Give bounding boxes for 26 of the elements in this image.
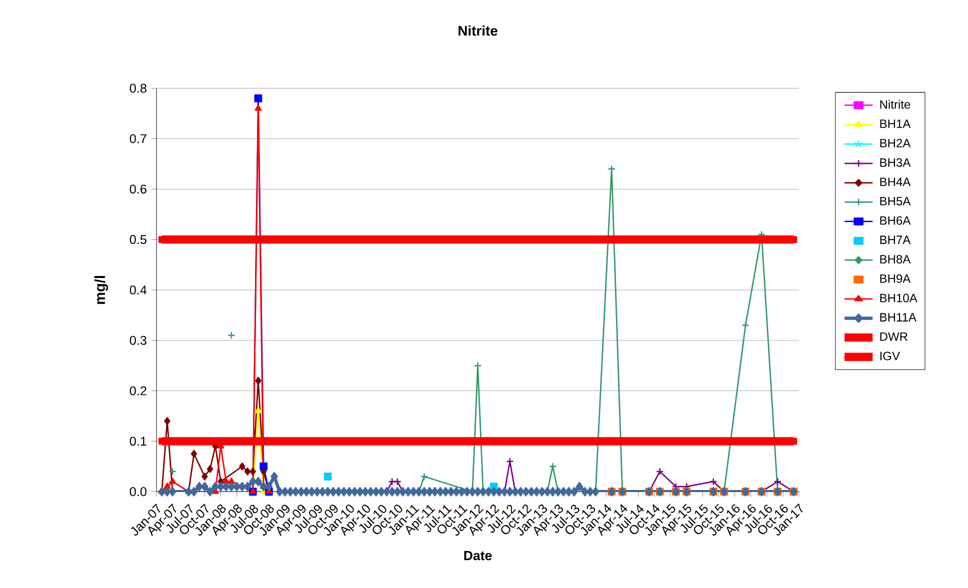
y-tick-label: 0.6 (130, 184, 146, 194)
legend-label: BH9A (880, 274, 911, 283)
y-tick-label: 0.7 (130, 134, 146, 143)
legend-label: BH7A (880, 235, 911, 244)
legend-label: BH2A (880, 138, 911, 148)
legend-label: Nitrite (880, 100, 910, 109)
legend-label: DWR (880, 332, 908, 341)
y-axis-title: mg/l (94, 276, 108, 304)
legend-label: BH10A (880, 294, 918, 302)
y-tick-label: 0.4 (130, 285, 147, 294)
legend-label: BH4A (880, 177, 911, 186)
y-tick-label: 0.1 (130, 436, 146, 446)
y-tick-label: 0.3 (130, 336, 146, 345)
legend-label: BH1A (880, 119, 911, 128)
legend-label: BH11A (880, 312, 916, 322)
legend-label: BH3A (880, 158, 911, 167)
x-axis-title: Date (464, 550, 492, 560)
legend-label: BH8A (880, 254, 911, 264)
y-tick-label: 0.8 (130, 84, 146, 93)
y-tick-label: 0.5 (130, 234, 146, 244)
legend-label: IGV (880, 352, 900, 360)
legend-label: BH5A (880, 196, 911, 206)
chart-title: Nitrite (458, 25, 498, 36)
y-tick-label: 0.2 (130, 386, 146, 396)
y-tick-label: 0.0 (130, 486, 146, 496)
legend-label: BH6A (880, 216, 911, 225)
